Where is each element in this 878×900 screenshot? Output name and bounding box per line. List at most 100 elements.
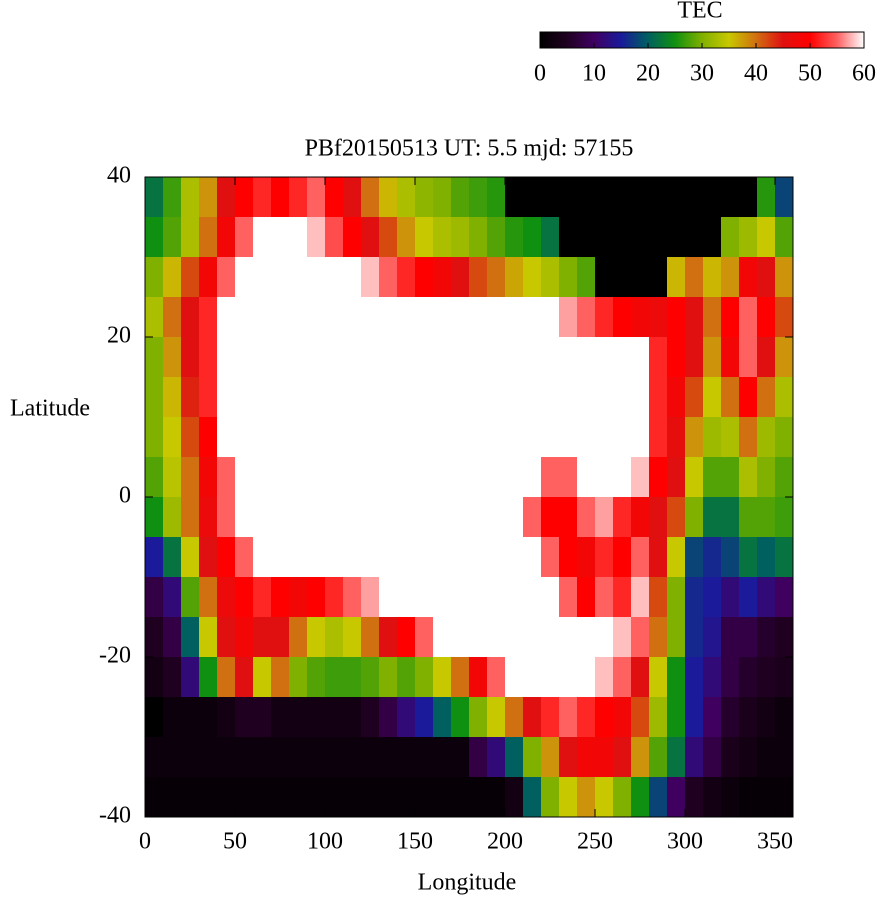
heatmap-cell (757, 697, 776, 738)
heatmap-cell (739, 497, 758, 538)
heatmap-cell (775, 217, 793, 258)
heatmap-cell (577, 537, 596, 578)
heatmap-cell (775, 377, 793, 418)
heatmap-cell (775, 657, 793, 698)
heatmap-cell (217, 337, 236, 378)
heatmap-cell (145, 657, 164, 698)
heatmap-cell (253, 297, 272, 338)
heatmap-cell (397, 577, 416, 618)
heatmap-cell (505, 177, 524, 218)
heatmap-cell (469, 737, 488, 778)
heatmap-cell (721, 337, 740, 378)
y-tick-label: 0 (119, 483, 131, 509)
heatmap-cell (271, 337, 290, 378)
heatmap-cell (721, 777, 740, 817)
heatmap-cell (433, 777, 452, 817)
heatmap-cell (397, 697, 416, 738)
heatmap-cell (703, 497, 722, 538)
heatmap-cell (721, 537, 740, 578)
heatmap-cell (631, 337, 650, 378)
heatmap-cell (487, 457, 506, 498)
heatmap-cell (775, 537, 793, 578)
heatmap-cell (217, 257, 236, 298)
heatmap-cell (325, 777, 344, 817)
heatmap-cell (289, 417, 308, 458)
y-axis-label: Latitude (10, 396, 90, 422)
heatmap-cell (469, 297, 488, 338)
heatmap-cell (145, 497, 164, 538)
heatmap-cell (253, 457, 272, 498)
heatmap-cell (433, 497, 452, 538)
heatmap-cell (379, 417, 398, 458)
heatmap-cell (721, 617, 740, 658)
heatmap-cell (775, 577, 793, 618)
heatmap-cell (469, 617, 488, 658)
heatmap-cell (163, 777, 182, 817)
heatmap-cell (649, 177, 668, 218)
heatmap-cell (325, 257, 344, 298)
heatmap-cell (703, 297, 722, 338)
y-tick-label: -20 (99, 643, 131, 669)
heatmap-cell (433, 217, 452, 258)
colorbar-tick-label: 60 (852, 61, 876, 87)
heatmap-cell (487, 417, 506, 458)
heatmap-cell (613, 417, 632, 458)
heatmap-cell (343, 497, 362, 538)
heatmap-cell (487, 497, 506, 538)
heatmap-cell (577, 257, 596, 298)
heatmap-cell (721, 377, 740, 418)
x-tick-label: 250 (577, 829, 613, 855)
heatmap-cell (289, 737, 308, 778)
heatmap-cell (361, 657, 380, 698)
heatmap-cell (343, 777, 362, 817)
heatmap-cell (577, 617, 596, 658)
heatmap-cell (523, 617, 542, 658)
heatmap-cell (523, 337, 542, 378)
heatmap-cell (217, 577, 236, 618)
heatmap-cell (271, 417, 290, 458)
heatmap-cell (379, 257, 398, 298)
heatmap-cell (307, 417, 326, 458)
heatmap-cell (361, 337, 380, 378)
heatmap-cell (271, 697, 290, 738)
colorbar-tick-label: 20 (636, 61, 660, 87)
heatmap-cell (595, 777, 614, 817)
heatmap-cell (721, 577, 740, 618)
heatmap-cell (199, 537, 218, 578)
heatmap-cell (379, 177, 398, 218)
heatmap-cell (487, 577, 506, 618)
heatmap-cell (361, 617, 380, 658)
heatmap-cell (685, 577, 704, 618)
heatmap-cell (505, 737, 524, 778)
heatmap-cell (613, 377, 632, 418)
heatmap-cell (307, 337, 326, 378)
heatmap-cell (253, 417, 272, 458)
heatmap-cell (271, 657, 290, 698)
heatmap-cell (577, 297, 596, 338)
heatmap-cell (595, 297, 614, 338)
heatmap-cell (235, 497, 254, 538)
heatmap-cell (307, 217, 326, 258)
heatmap-cell (217, 417, 236, 458)
heatmap-cell (325, 657, 344, 698)
heatmap-cell (721, 177, 740, 218)
heatmap-cell (253, 377, 272, 418)
y-tick-label: -40 (99, 803, 131, 829)
heatmap-cell (451, 537, 470, 578)
heatmap-cell (271, 497, 290, 538)
heatmap-cell (415, 537, 434, 578)
heatmap-cell (469, 417, 488, 458)
heatmap-cell (757, 377, 776, 418)
heatmap-cell (145, 417, 164, 458)
heatmap-cell (541, 617, 560, 658)
heatmap-cell (577, 577, 596, 618)
heatmap-cell (253, 777, 272, 817)
heatmap-cell (433, 697, 452, 738)
heatmap-cell (613, 577, 632, 618)
heatmap-cell (505, 617, 524, 658)
heatmap-cell (559, 537, 578, 578)
heatmap-cell (487, 177, 506, 218)
heatmap-cell (379, 737, 398, 778)
heatmap-cell (415, 297, 434, 338)
heatmap-cell (379, 657, 398, 698)
